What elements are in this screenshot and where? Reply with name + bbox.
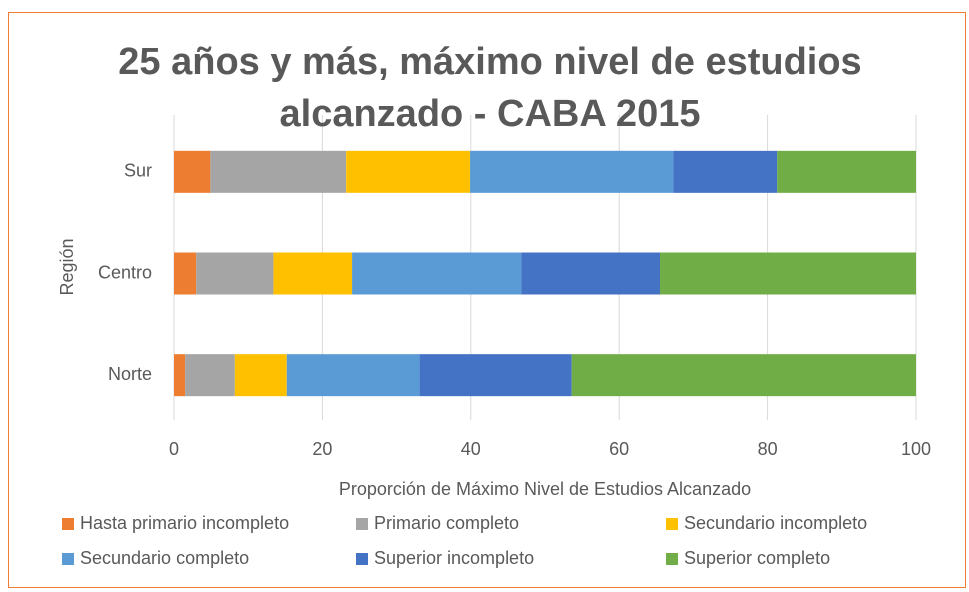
bar-segment [174, 354, 186, 397]
legend-swatch [356, 518, 368, 530]
bar-segment [673, 150, 778, 193]
bar-segment [273, 252, 353, 295]
bar-segment [286, 354, 420, 397]
chart-title: 25 años y más, máximo nivel de estudios … [118, 41, 862, 135]
x-axis-label: Proporción de Máximo Nivel de Estudios A… [339, 479, 751, 499]
bar-segment [777, 150, 916, 193]
bar-segment [571, 354, 916, 397]
legend-swatch [62, 518, 74, 530]
x-tick-label: 80 [758, 439, 778, 459]
bar-segment [185, 354, 235, 397]
y-axis-label: Región [57, 238, 77, 295]
bar-segment [521, 252, 661, 295]
legend-label: Secundario completo [80, 548, 249, 568]
bar-segment [234, 354, 287, 397]
legend-label: Superior incompleto [374, 548, 534, 568]
y-tick-label: Centro [98, 262, 152, 282]
bar-segment [174, 150, 211, 193]
bar-segment [346, 150, 471, 193]
chart-frame [8, 12, 966, 588]
x-tick-label: 40 [461, 439, 481, 459]
x-tick-label: 20 [312, 439, 332, 459]
legend-swatch [666, 518, 678, 530]
bar-segment [210, 150, 347, 193]
x-tick-label: 100 [901, 439, 931, 459]
legend-swatch [62, 553, 74, 565]
bar-segment [419, 354, 572, 397]
bar-segment [174, 252, 197, 295]
legend-label: Secundario incompleto [684, 513, 867, 533]
bar-segment [660, 252, 916, 295]
bar-segment [196, 252, 274, 295]
bar-segment [470, 150, 674, 193]
bar-segment [352, 252, 522, 295]
y-tick-label: Sur [124, 161, 152, 181]
x-tick-label: 60 [609, 439, 629, 459]
x-tick-label: 0 [169, 439, 179, 459]
y-tick-label: Norte [108, 364, 152, 384]
legend-swatch [666, 553, 678, 565]
legend-label: Superior completo [684, 548, 830, 568]
legend-label: Hasta primario incompleto [80, 513, 289, 533]
legend-swatch [356, 553, 368, 565]
legend-label: Primario completo [374, 513, 519, 533]
